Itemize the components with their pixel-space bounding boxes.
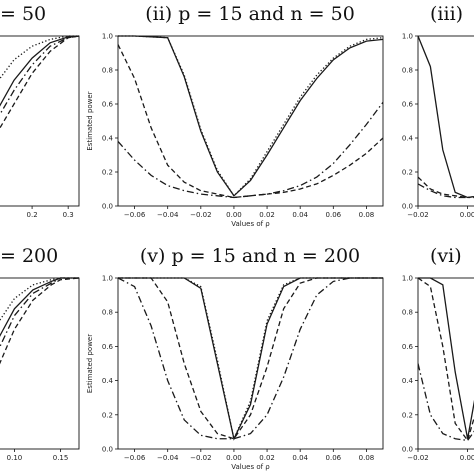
series-line-dashed	[118, 44, 383, 199]
x-tick-label: 0.04	[292, 211, 308, 219]
y-tick-label: 0.4	[402, 135, 414, 143]
y-tick-label: 0.8	[102, 309, 113, 317]
series-line-dashdot	[0, 35, 79, 116]
plot-frame	[0, 277, 80, 450]
series-line-dashdot	[0, 277, 79, 348]
x-tick-label: 0.15	[53, 454, 69, 462]
chart-title: = 50	[0, 3, 46, 25]
y-tick-label: 0.6	[102, 343, 114, 351]
series-line-solid	[418, 35, 474, 199]
x-tick-label: 0.00	[226, 454, 242, 462]
x-tick-label: −0.06	[124, 454, 146, 462]
y-tick-label: 0.2	[402, 411, 413, 419]
y-axis-label: Estimated power	[86, 334, 94, 393]
series-line-dashdot	[418, 183, 474, 199]
x-tick-label: 0.04	[292, 454, 308, 462]
plot-frame	[417, 35, 474, 207]
y-tick-label: 1.0	[102, 33, 113, 41]
x-tick-label: −0.02	[407, 211, 428, 219]
x-tick-label: −0.06	[124, 211, 146, 219]
y-tick-label: 0.0	[402, 446, 413, 454]
series-line-solid	[0, 35, 79, 107]
y-tick-label: 0.8	[102, 67, 113, 75]
chart-title: (vi)	[430, 245, 462, 267]
y-tick-label: 1.0	[102, 275, 113, 283]
series-line-dashed	[118, 277, 383, 440]
y-tick-label: 0.6	[402, 343, 414, 351]
series-line-dotted	[118, 35, 383, 197]
series-line-solid	[118, 35, 383, 197]
y-tick-label: 0.0	[102, 446, 113, 454]
x-tick-label: 0.00	[460, 211, 474, 219]
y-tick-label: 0.2	[102, 169, 113, 177]
chart-panel-center-bottom: (v) p = 15 and n = 200 −0.06 −0.04 −0.02 0.0…	[86, 245, 384, 471]
y-tick-label: 0.6	[102, 101, 114, 109]
x-tick-label: −0.02	[190, 211, 211, 219]
plot-frame	[117, 277, 384, 450]
x-tick-label: 0.08	[359, 454, 375, 462]
x-tick-label: 0.00	[460, 454, 474, 462]
series-line-solid	[118, 277, 383, 441]
series-line-dashed	[418, 176, 474, 199]
chart-panel-left-top: = 50 0.2 0.3	[0, 3, 80, 219]
x-tick-label: 0.02	[259, 211, 275, 219]
series-line-solid	[418, 277, 474, 439]
chart-title: (iii)	[430, 3, 463, 25]
plot-frame	[0, 35, 80, 207]
chart-panel-right-top: (iii) −0.02 0.00 0.0 0.2 0.4 0.6 0.8 1.0	[402, 3, 474, 219]
series-line-dashdot	[118, 277, 383, 440]
chart-title: (ii) p = 15 and n = 50	[145, 3, 355, 25]
x-tick-label: −0.04	[157, 211, 179, 219]
x-tick-label: 0.2	[27, 211, 38, 219]
x-tick-label: 0.06	[326, 211, 342, 219]
x-axis-label: Values of ρ	[231, 463, 270, 471]
x-tick-label: −0.02	[407, 454, 428, 462]
x-tick-label: 0.3	[63, 211, 74, 219]
x-tick-label: 0.06	[326, 454, 342, 462]
x-tick-label: 0.10	[7, 454, 23, 462]
series-line-dashdot	[418, 363, 474, 442]
series-line-dashed	[0, 35, 79, 130]
series-line-dashed	[418, 277, 474, 442]
y-tick-label: 0.8	[402, 67, 413, 75]
chart-panel-center-top: (ii) p = 15 and n = 50 −0.06 −0.04 −0.02 0.0…	[86, 3, 384, 228]
y-tick-label: 1.0	[402, 275, 413, 283]
series-line-dashed	[0, 277, 79, 365]
series-line-dotted	[0, 35, 79, 80]
x-axis-label: Values of ρ	[231, 220, 270, 228]
y-tick-label: 0.2	[402, 169, 413, 177]
y-tick-label: 0.8	[402, 309, 413, 317]
x-tick-label: −0.02	[190, 454, 211, 462]
chart-title: (v) p = 15 and n = 200	[140, 245, 360, 267]
series-line-solid	[0, 277, 79, 337]
x-tick-label: −0.04	[157, 454, 179, 462]
y-tick-label: 0.4	[102, 135, 114, 143]
y-tick-label: 0.0	[402, 203, 413, 211]
chart-title: = 200	[0, 245, 58, 267]
y-axis-label: Estimated power	[86, 91, 94, 150]
chart-panel-right-bottom: (vi) −0.02 0.00 0.0 0.2 0.4 0.6 0.8 1.0	[402, 245, 474, 462]
series-line-dashdot	[118, 101, 383, 199]
chart-panel-left-bottom: = 200 0.10 0.15	[0, 245, 80, 462]
y-tick-label: 1.0	[402, 33, 413, 41]
series-line-dotted	[0, 277, 79, 322]
x-tick-label: 0.02	[259, 454, 275, 462]
y-tick-label: 0.2	[102, 411, 113, 419]
x-tick-label: 0.08	[359, 211, 375, 219]
y-tick-label: 0.6	[402, 101, 414, 109]
y-tick-label: 0.4	[402, 377, 414, 385]
plot-frame	[117, 35, 384, 207]
x-tick-label: 0.00	[226, 211, 242, 219]
y-tick-label: 0.4	[102, 377, 114, 385]
y-tick-label: 0.0	[102, 203, 113, 211]
